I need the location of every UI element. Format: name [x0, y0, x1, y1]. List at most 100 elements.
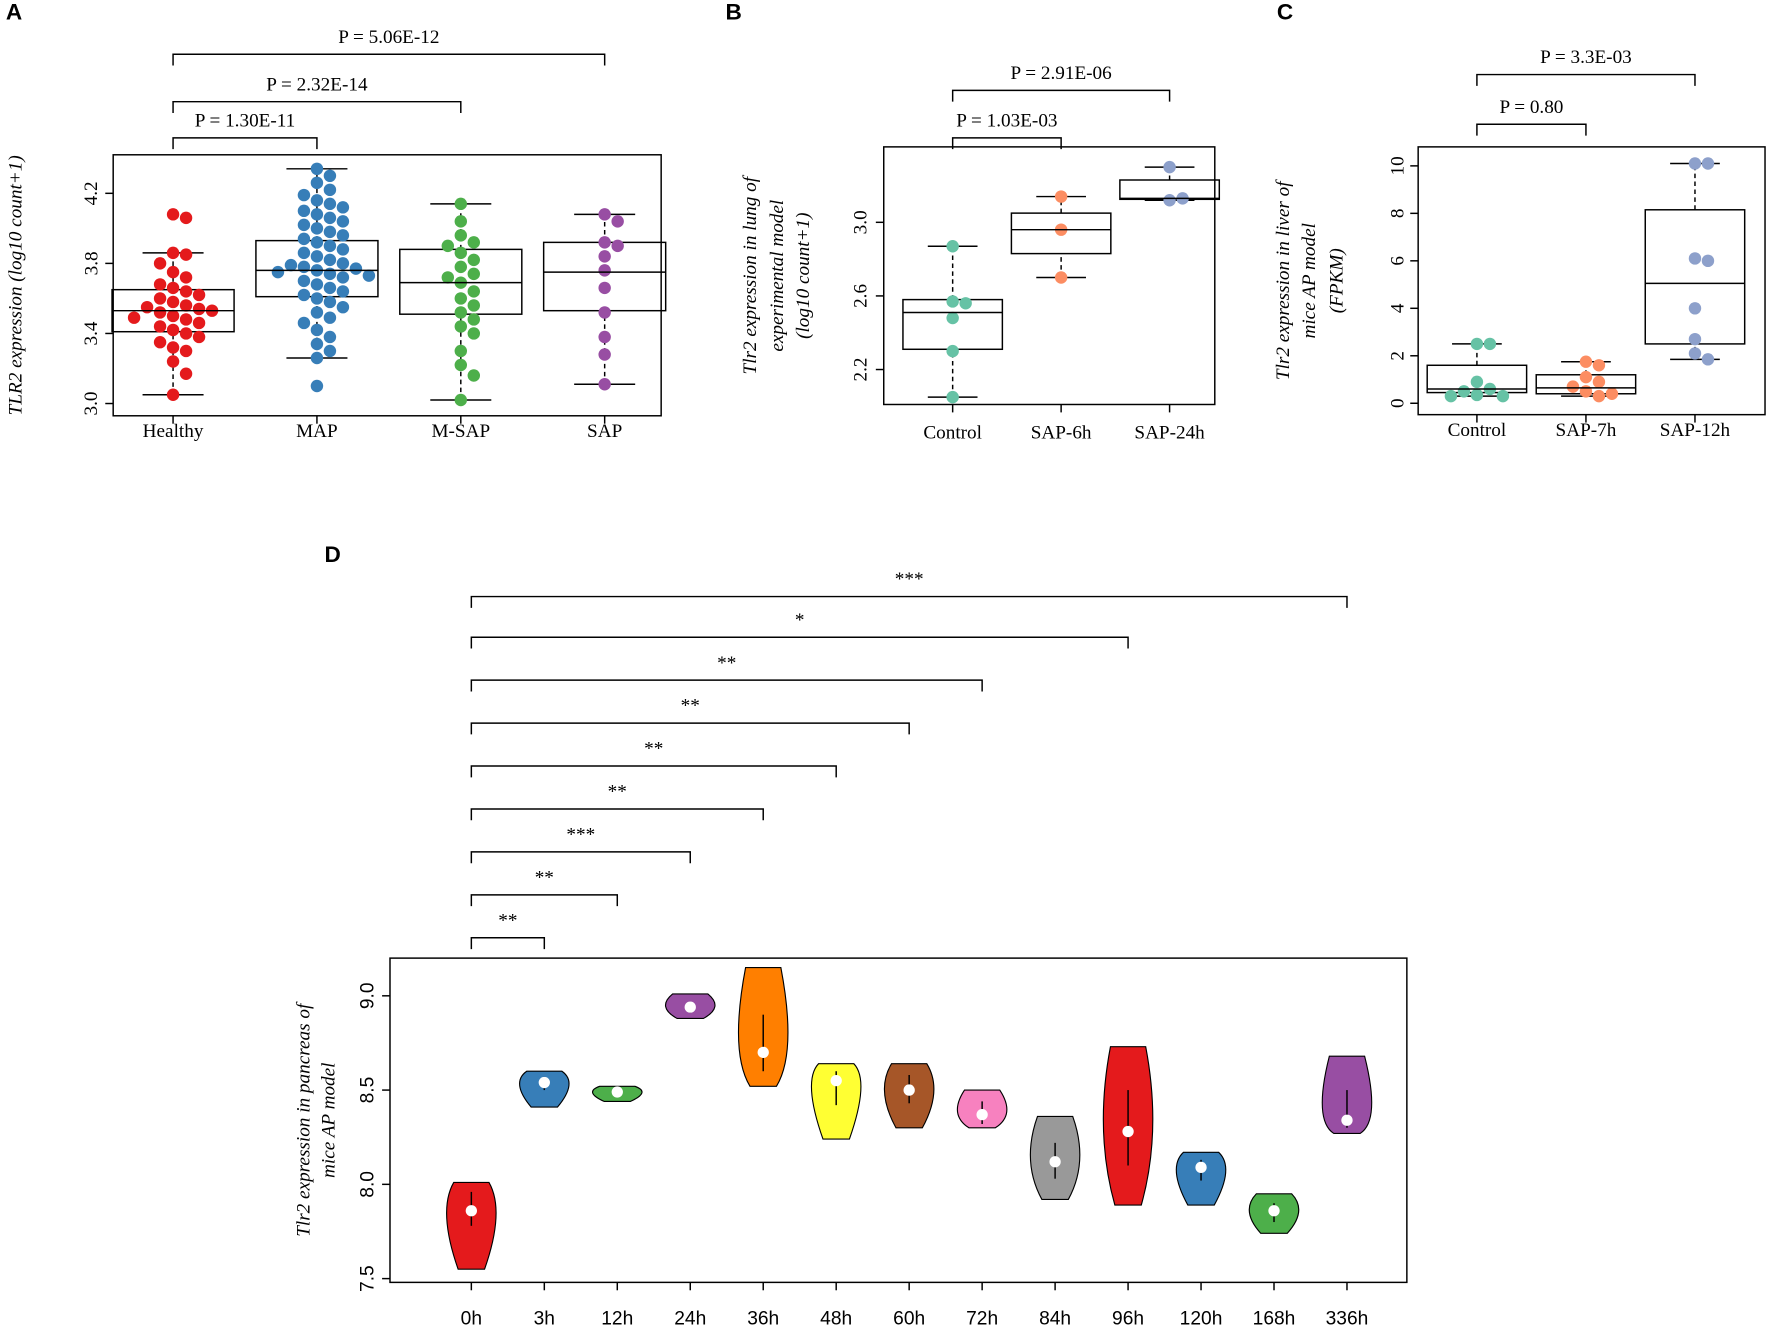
data-point: [153, 292, 167, 305]
median-dot: [830, 1075, 842, 1087]
data-point: [192, 302, 206, 316]
data-point: [310, 222, 324, 235]
data-point: [310, 278, 324, 291]
data-point: [323, 183, 337, 197]
data-point: [336, 201, 350, 214]
y-tick-label: 8.5: [358, 1077, 379, 1104]
data-point: [454, 246, 468, 260]
data-point: [1483, 337, 1497, 351]
data-point: [1579, 355, 1593, 368]
data-point: [179, 248, 193, 261]
data-point: [166, 355, 180, 368]
data-point: [310, 250, 324, 263]
median-dot: [903, 1084, 915, 1096]
box: [1010, 212, 1112, 255]
y-tick-label: 7.5: [358, 1265, 379, 1292]
data-point: [179, 271, 193, 284]
data-point: [140, 300, 154, 314]
data-point: [310, 306, 324, 319]
data-point: [336, 271, 350, 284]
significance-bracket: [470, 636, 1129, 649]
data-point: [1470, 375, 1484, 389]
data-point: [1592, 375, 1606, 389]
y-axis-label: experimental model: [767, 200, 788, 352]
data-point: [153, 320, 167, 333]
y-tick-label: 2.2: [851, 358, 872, 382]
significance-label: P = 1.03E-03: [956, 110, 1057, 131]
data-point: [598, 378, 611, 391]
x-tick-label: 72h: [966, 1309, 998, 1330]
data-point: [454, 344, 468, 358]
significance-bracket: [470, 894, 619, 907]
significance-label: ***: [566, 824, 595, 845]
x-tick-label: 60h: [893, 1309, 925, 1330]
plot-frame: [389, 957, 1408, 1284]
median-dot: [1049, 1156, 1061, 1168]
median-dot: [611, 1086, 623, 1098]
x-tick-label: M-SAP: [431, 421, 490, 442]
data-point: [323, 225, 337, 239]
data-point: [349, 262, 363, 275]
data-point: [454, 306, 468, 319]
y-tick-label: 3.0: [81, 392, 102, 416]
data-point: [179, 211, 193, 225]
x-tick-label: Healthy: [143, 421, 204, 442]
x-tick-label: 120h: [1180, 1309, 1223, 1330]
data-point: [1566, 380, 1580, 393]
data-point: [323, 330, 337, 344]
x-tick-label: 0h: [461, 1309, 482, 1330]
data-point: [323, 239, 337, 253]
data-point: [179, 299, 193, 312]
data-point: [1688, 332, 1702, 346]
data-point: [166, 295, 180, 309]
data-point: [297, 260, 311, 274]
data-point: [598, 306, 611, 319]
data-point: [297, 232, 311, 246]
x-tick-label: SAP-6h: [1031, 422, 1092, 443]
data-point: [1605, 387, 1619, 400]
significance-bracket: [470, 679, 983, 692]
data-point: [598, 208, 611, 221]
x-tick-label: 84h: [1039, 1309, 1071, 1330]
data-point: [946, 311, 959, 325]
data-point: [310, 379, 324, 393]
data-point: [1688, 347, 1702, 360]
data-point: [153, 278, 167, 291]
significance-bracket: [470, 851, 691, 864]
plot-frame: [112, 154, 662, 417]
data-point: [179, 285, 193, 298]
median-dot: [465, 1205, 477, 1217]
significance-label: **: [498, 910, 517, 931]
data-point: [192, 330, 206, 344]
y-tick-label: 4: [1387, 303, 1408, 313]
data-point: [467, 327, 481, 340]
data-point: [153, 336, 167, 349]
data-point: [179, 344, 193, 358]
panel-label: B: [726, 0, 742, 25]
significance-label: P = 0.80: [1499, 97, 1563, 118]
data-point: [467, 299, 481, 312]
data-point: [959, 297, 972, 310]
data-point: [192, 288, 206, 302]
significance-bracket: [1476, 73, 1696, 86]
data-point: [310, 208, 324, 221]
data-point: [310, 194, 324, 207]
data-point: [1163, 160, 1176, 174]
median-dot: [1122, 1125, 1134, 1138]
significance-bracket: [172, 137, 318, 150]
data-point: [166, 341, 180, 354]
data-point: [467, 253, 481, 267]
y-tick-label: 0: [1387, 398, 1408, 408]
plot-frame: [1417, 146, 1766, 416]
data-point: [166, 323, 180, 337]
data-point: [297, 246, 311, 260]
data-point: [598, 236, 611, 249]
median-dot: [1341, 1114, 1353, 1126]
data-point: [310, 162, 324, 176]
y-tick-label: 8.0: [358, 1171, 379, 1198]
y-axis-label: (FPKM): [1326, 248, 1347, 313]
data-point: [323, 253, 337, 267]
x-tick-label: 12h: [601, 1309, 633, 1330]
data-point: [454, 260, 468, 274]
data-point: [127, 311, 141, 324]
